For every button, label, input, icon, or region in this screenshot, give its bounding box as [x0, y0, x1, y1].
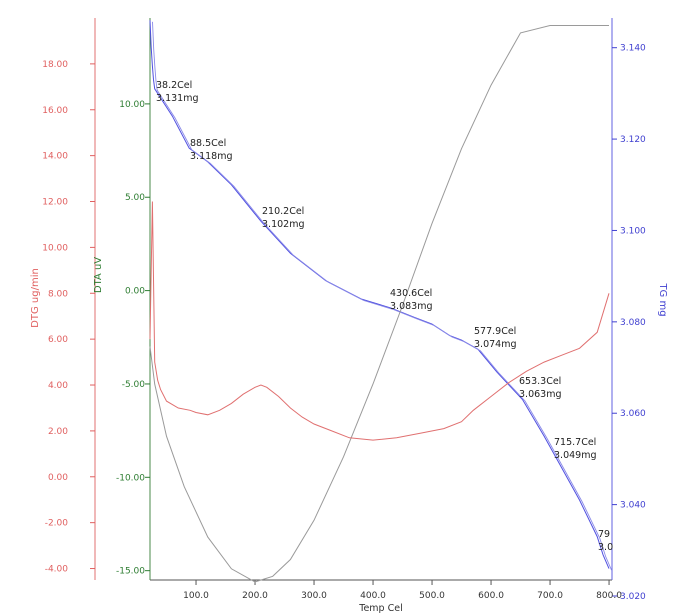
- dtg-axis-ticks: 18.00 16.00 14.00 12.00 10.00 8.00 6.00 4.00 2.0…: [42, 60, 95, 575]
- x-tick-label: 600.0: [478, 591, 504, 601]
- annotation-mass: 3.131mg: [156, 93, 198, 104]
- dtg-tick-label: -2.00: [45, 519, 69, 529]
- dtg-tick-label: 2.00: [48, 427, 68, 437]
- dtg-tick-label: 0.00: [48, 473, 68, 483]
- annotation-mass: 3.0: [598, 542, 613, 553]
- dta-tick-label: 0.00: [125, 287, 145, 297]
- dtg-tick-label: -4.00: [45, 565, 69, 575]
- dtg-tick-label: 16.00: [42, 106, 68, 116]
- x-tick-label: 800.0: [596, 591, 622, 601]
- dta-tick-label: -10.00: [116, 473, 145, 483]
- dta-tick-label: -15.00: [116, 567, 145, 577]
- dta-tick-label: 5.00: [125, 193, 145, 203]
- annotation-temp: 430.6Cel: [390, 288, 432, 299]
- annotation-temp: 577.9Cel: [474, 326, 516, 337]
- tg-tick-label: 3.060: [620, 409, 646, 419]
- x-tick-label: 300.0: [301, 591, 327, 601]
- x-tick-label: 400.0: [360, 591, 386, 601]
- dtg-series-line: [149, 201, 610, 441]
- x-tick-label: 700.0: [537, 591, 563, 601]
- point-annotations: 38.2Cel 3.131mg 88.5Cel 3.118mg 210.2Cel 3.10…: [156, 80, 613, 553]
- annotation-mass: 3.083mg: [390, 301, 432, 312]
- dta-axis-label: DTA uV: [93, 257, 104, 293]
- dtg-axis-label: DTG ug/min: [30, 268, 41, 328]
- tg-axis-ticks: 3.140 3.120 3.100 3.080 3.060 3.040 3.020: [612, 44, 646, 602]
- tg-axis-label: TG mg: [657, 282, 668, 316]
- tg-series-line: [149, 20, 610, 569]
- annotation-mass: 3.049mg: [554, 450, 596, 461]
- x-tick-label: 200.0: [242, 591, 268, 601]
- tg-tick-label: 3.140: [620, 44, 646, 54]
- tg-tick-label: 3.020: [620, 592, 646, 602]
- x-axis-label: Temp Cel: [358, 603, 402, 614]
- dtg-tick-label: 10.00: [42, 243, 68, 253]
- tg-series-line-trace: [152, 21, 612, 571]
- dtg-tick-label: 8.00: [48, 289, 68, 299]
- tg-tick-label: 3.040: [620, 501, 646, 511]
- dta-tick-label: 10.00: [119, 100, 145, 110]
- tg-tick-label: 3.100: [620, 226, 646, 236]
- annotation-mass: 3.074mg: [474, 339, 516, 350]
- x-axis-ticks: 100.0 200.0 300.0 400.0 500.0 600.0 700.0 800.0: [183, 580, 622, 601]
- tg-tick-label: 3.080: [620, 318, 646, 328]
- dta-series-line: [149, 25, 609, 583]
- dta-tick-label: -5.00: [122, 380, 146, 390]
- annotation-temp: 210.2Cel: [262, 206, 304, 217]
- annotation-temp: 38.2Cel: [156, 80, 192, 91]
- plot-frame: [94, 18, 613, 581]
- x-tick-label: 100.0: [183, 591, 209, 601]
- series-lines: [149, 20, 612, 583]
- annotation-temp: 88.5Cel: [190, 138, 226, 149]
- x-tick-label: 500.0: [419, 591, 445, 601]
- tg-tick-label: 3.120: [620, 135, 646, 145]
- annotation-temp: 715.7Cel: [554, 437, 596, 448]
- annotation-mass: 3.118mg: [190, 151, 232, 162]
- dtg-tick-label: 14.00: [42, 152, 68, 162]
- annotation-temp: 653.3Cel: [519, 376, 561, 387]
- annotation-temp: 79: [598, 529, 610, 540]
- annotation-mass: 3.063mg: [519, 389, 561, 400]
- dtg-tick-label: 12.00: [42, 198, 68, 208]
- dtg-tick-label: 6.00: [48, 335, 68, 345]
- dtg-tick-label: 18.00: [42, 60, 68, 70]
- dta-axis-ticks: 10.00 5.00 0.00 -5.00 -10.00 -15.00: [116, 100, 150, 577]
- dtg-tick-label: 4.00: [48, 381, 68, 391]
- annotation-mass: 3.102mg: [262, 219, 304, 230]
